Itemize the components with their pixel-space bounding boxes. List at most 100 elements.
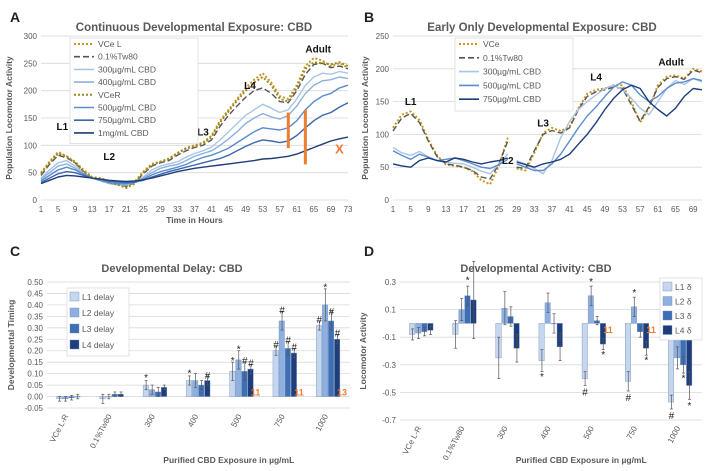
y-tick-label: 0 xyxy=(33,196,38,205)
x-category-label: 300 xyxy=(143,412,157,428)
stage-annotation: Adult xyxy=(305,44,331,55)
bar xyxy=(328,320,335,397)
y-tick-label: 0.50 xyxy=(27,278,43,287)
significance-mark: * xyxy=(540,372,544,383)
x-category-label: VCe L-R xyxy=(401,425,423,457)
legend-label: L4 delay xyxy=(82,340,115,350)
y-tick-label: 100 xyxy=(376,130,390,139)
y-tick-label: 0.10 xyxy=(27,370,43,379)
x-tick-label: 73 xyxy=(344,205,353,214)
legend-label: VCe xyxy=(483,39,500,49)
legend-swatch xyxy=(69,307,80,318)
panel-letter: B xyxy=(364,9,374,25)
x-tick-label: 45 xyxy=(224,205,233,214)
y-tick-label: 0.15 xyxy=(27,358,43,367)
legend-label: VCeR xyxy=(98,90,121,100)
y-tick-label: 50 xyxy=(380,163,389,172)
x-tick-label: 49 xyxy=(241,205,250,214)
stage-annotation: L4 xyxy=(244,81,256,92)
y-tick-label: 200 xyxy=(376,65,390,74)
y-tick-label: -0.1 xyxy=(382,333,396,342)
x-tick-label: 9 xyxy=(426,205,431,214)
significance-mark: * xyxy=(688,401,692,412)
x-tick-label: 57 xyxy=(636,205,645,214)
legend-swatch xyxy=(662,296,673,306)
x-tick-label: 49 xyxy=(600,205,609,214)
x-axis-label: Purified CBD Exposure in µg/mL xyxy=(163,455,294,465)
series-line xyxy=(392,69,703,180)
significance-mark: * xyxy=(323,283,327,294)
y-tick-label: 0.05 xyxy=(27,381,43,390)
y-tick-label: 0.40 xyxy=(27,301,43,310)
orange-count-label: 13 xyxy=(337,387,347,397)
y-tick-label: 50 xyxy=(28,169,37,178)
significance-mark: # xyxy=(316,315,322,326)
legend-label: L1 delay xyxy=(82,292,115,302)
series-line xyxy=(392,84,703,168)
x-tick-label: 13 xyxy=(88,205,97,214)
panel-a-continuous-exposure-chart: A Continuous Developmental Exposure: CBD 0… xyxy=(0,0,354,236)
significance-mark: * xyxy=(231,356,235,367)
x-axis-label: Time in Hours xyxy=(166,215,223,225)
x-category-label: 1000 xyxy=(314,412,331,432)
y-tick-label: 300 xyxy=(24,32,38,41)
y-tick-label: 0.30 xyxy=(27,324,43,333)
x-tick-label: 17 xyxy=(105,205,114,214)
bar-chart-d: D Developmental Activity: CBD -0.7 -0.5 -0.3… xyxy=(358,243,703,465)
panel-c-developmental-delay-chart: C Developmental Delay: CBD -0.05 0.00 0.05 0.… xyxy=(0,236,354,471)
legend-label: 750µg/mL CBD xyxy=(98,115,156,125)
x-tick-label: 13 xyxy=(442,205,451,214)
orange-count-label: 11 xyxy=(646,325,656,335)
x-tick-label: 41 xyxy=(565,205,574,214)
series-line xyxy=(392,77,703,172)
stage-annotation: L3 xyxy=(197,127,209,138)
x-tick-label: 25 xyxy=(494,205,503,214)
significance-mark: # xyxy=(205,371,211,382)
stage-annotation: L1 xyxy=(56,122,68,133)
legend-swatch xyxy=(662,281,673,292)
significance-mark: * xyxy=(601,350,605,361)
x-category-label: 500 xyxy=(229,412,243,428)
stage-annotation: L4 xyxy=(590,73,602,84)
y-tick-label: 150 xyxy=(24,114,38,123)
x-category-label: 400 xyxy=(539,424,553,440)
y-tick-label: 0.20 xyxy=(27,347,43,356)
x-tick-label: 65 xyxy=(671,205,680,214)
x-tick-label: 61 xyxy=(653,205,662,214)
legend-label: 0.1%Tw80 xyxy=(483,53,523,63)
x-tick-label: 69 xyxy=(689,205,698,214)
orange-count-label: 11 xyxy=(603,325,613,335)
x-tick-label: 9 xyxy=(73,205,78,214)
legend-swatch xyxy=(69,291,80,302)
x-tick-label: 29 xyxy=(156,205,165,214)
significance-mark: # xyxy=(291,342,297,353)
legend-label: 300µg/mL CBD xyxy=(98,64,156,74)
y-tick-label: 100 xyxy=(24,141,38,150)
x-tick-label: 1 xyxy=(39,205,44,214)
stage-annotation: L1 xyxy=(405,97,417,108)
bar xyxy=(581,323,588,379)
chart-title: Continuous Developmental Exposure: CBD xyxy=(76,22,312,34)
significance-mark: * xyxy=(144,373,148,384)
x-tick-label: 37 xyxy=(547,205,556,214)
legend-swatch xyxy=(69,339,80,350)
orange-count-label: 11 xyxy=(294,387,304,397)
y-tick-label: 0.3 xyxy=(385,278,397,287)
x-tick-label: 29 xyxy=(512,205,521,214)
x-tick-label: 45 xyxy=(583,205,592,214)
bar xyxy=(278,320,285,397)
x-tick-label: 69 xyxy=(326,205,335,214)
x-tick-label: 21 xyxy=(477,205,486,214)
legend-label: 500µg/mL CBD xyxy=(483,80,541,90)
y-tick-label: 0.25 xyxy=(27,335,43,344)
legend-swatch xyxy=(69,323,80,334)
x-tick-label: 33 xyxy=(173,205,182,214)
legend-label: L2 delay xyxy=(82,308,115,318)
chart-title: Early Only Developmental Exposure: CBD xyxy=(427,22,656,34)
y-axis-label: Population Locomotor Activity xyxy=(360,56,370,180)
legend-label: 0.1%Tw80 xyxy=(98,52,138,62)
x-axis-label: Purified CBD Exposure in µg/mL xyxy=(516,455,647,465)
x-tick-label: 25 xyxy=(139,205,148,214)
y-tick-label: 0.35 xyxy=(27,312,43,321)
chart-title: Developmental Activity: CBD xyxy=(460,263,611,275)
